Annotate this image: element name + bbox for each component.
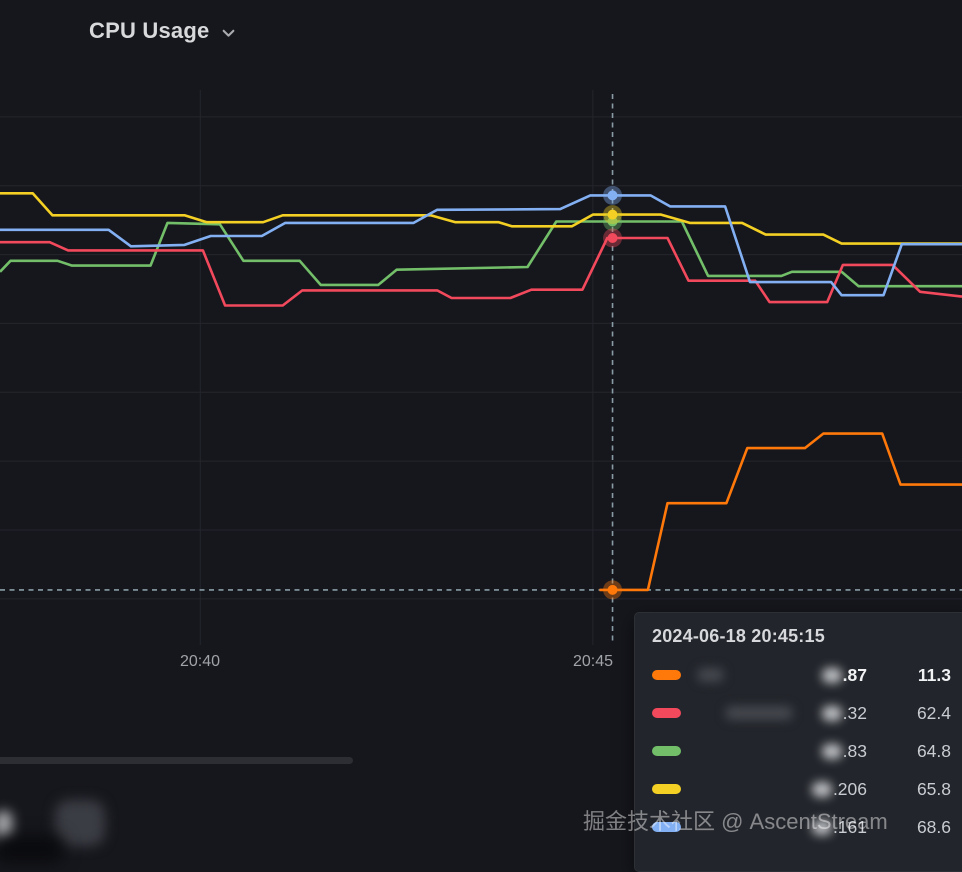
series-line-73bf69 bbox=[0, 222, 962, 287]
tooltip-timestamp: 2024-06-18 20:45:15 bbox=[652, 626, 951, 647]
hover-marker bbox=[608, 190, 618, 200]
tooltip-value-partial: .32 bbox=[843, 703, 867, 724]
cpu-usage-chart[interactable] bbox=[0, 0, 962, 700]
blurred-value-prefix bbox=[822, 668, 842, 683]
blurred-series-name bbox=[695, 656, 807, 694]
x-axis-tick-label: 20:40 bbox=[160, 653, 240, 671]
series-color-pill bbox=[652, 708, 681, 718]
tooltip-value-partial: .87 bbox=[843, 665, 867, 686]
blurred-text bbox=[725, 706, 793, 720]
tooltip-value: 65.8 bbox=[867, 779, 951, 800]
series-line-ff780a bbox=[600, 434, 962, 590]
tooltip-value-col1: .206 bbox=[807, 779, 867, 800]
blurred-value-prefix bbox=[812, 782, 832, 797]
watermark-text: 掘金技术社区 @ AscentStream bbox=[583, 804, 888, 836]
tooltip-value-col1: .83 bbox=[807, 741, 867, 762]
tooltip-value-partial: .206 bbox=[833, 779, 867, 800]
blurred-value-prefix bbox=[822, 744, 842, 759]
blurred-legend-content bbox=[0, 835, 64, 863]
hover-marker bbox=[608, 210, 618, 220]
hover-marker bbox=[608, 233, 618, 243]
tooltip-value-partial: .83 bbox=[843, 741, 867, 762]
tooltip-value-col1: .32 bbox=[807, 703, 867, 724]
blurred-value-prefix bbox=[822, 706, 842, 721]
series-line-83b0f3 bbox=[0, 195, 962, 295]
horizontal-scrollbar-thumb[interactable] bbox=[0, 757, 353, 764]
blurred-series-name bbox=[695, 694, 807, 732]
hover-marker bbox=[608, 585, 618, 595]
tooltip-value: 62.4 bbox=[867, 703, 951, 724]
series-color-pill bbox=[652, 784, 681, 794]
series-line-f3d023 bbox=[0, 193, 962, 243]
series-color-pill bbox=[652, 746, 681, 756]
x-axis-tick-label: 20:45 bbox=[553, 653, 633, 671]
blurred-series-name bbox=[695, 770, 807, 808]
blurred-text bbox=[697, 668, 724, 682]
tooltip-value: 64.8 bbox=[867, 741, 951, 762]
tooltip-value-col1: .87 bbox=[807, 665, 867, 686]
tooltip-value: 11.3 bbox=[867, 665, 951, 686]
blurred-series-name bbox=[695, 732, 807, 770]
series-color-pill bbox=[652, 670, 681, 680]
